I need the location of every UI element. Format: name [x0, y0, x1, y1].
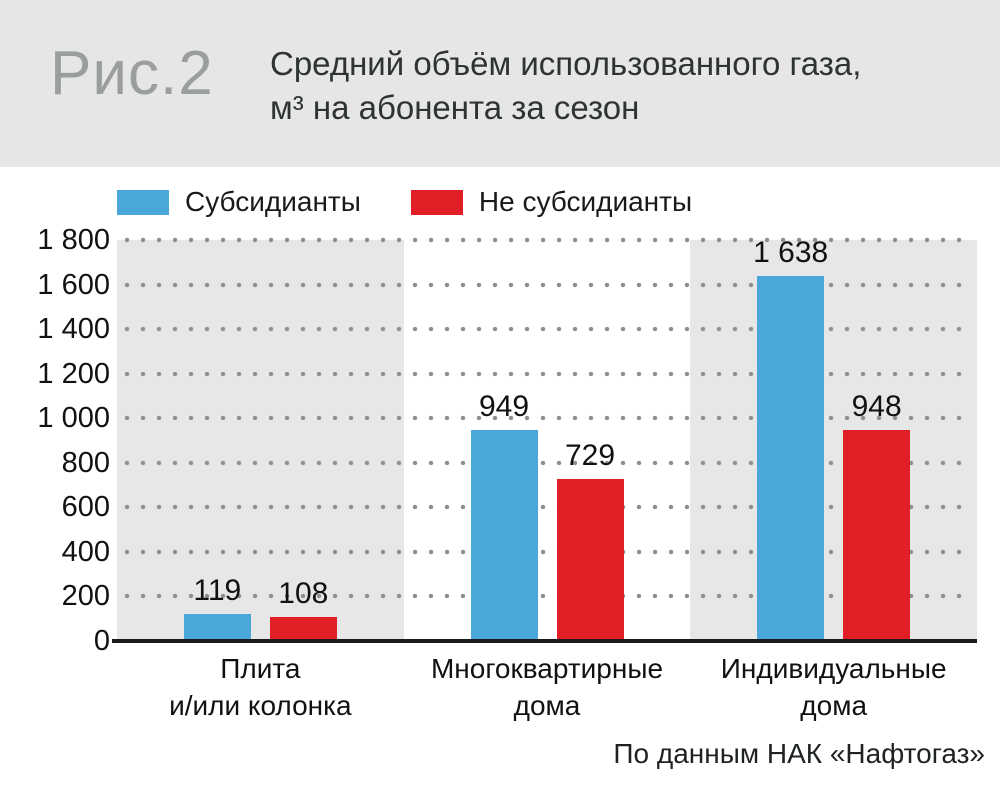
grid-line [117, 548, 970, 555]
y-tick-label: 1 000 [37, 402, 110, 435]
bar-ne-subsidianty-cat1 [556, 478, 624, 641]
category-label-line: дома [513, 690, 581, 721]
legend-label-subsidianty: Субсидианты [185, 186, 361, 217]
grid-line [117, 281, 970, 288]
category-label: Многоквартирные дома [431, 650, 663, 724]
y-tick-label: 600 [61, 491, 110, 524]
grid-line [117, 370, 970, 377]
y-tick-label: 1 800 [37, 224, 110, 256]
grid-line [117, 504, 970, 511]
plot-band [117, 240, 404, 641]
figure-header: Рис.2 Средний объём использованного газа… [0, 0, 1000, 167]
bar-subsidianty-cat2 [757, 276, 825, 641]
bar-ne-subsidianty-cat2 [843, 429, 911, 641]
category-label-line: и/или колонка [169, 690, 352, 721]
chart-title-line2: м³ на абонента за сезон [270, 89, 640, 126]
chart-title-line1: Средний объём использованного газа, [270, 45, 862, 82]
category-label: Плита и/или колонка [169, 650, 351, 724]
grid-line [117, 593, 970, 600]
y-tick-label: 0 [93, 625, 110, 657]
category-label: Индивидуальные дома [721, 650, 947, 724]
plot-band [690, 240, 977, 641]
grid-line [117, 237, 970, 243]
grid-line [117, 459, 970, 466]
grid-line [117, 415, 970, 422]
y-tick-label: 1 400 [37, 313, 110, 346]
category-label-line: дома [800, 690, 868, 721]
plot-band [403, 240, 691, 641]
x-axis-line [112, 639, 977, 643]
legend-label-ne-subsidianty: Не субсидианты [478, 186, 693, 217]
y-tick-label: 1 200 [37, 357, 110, 390]
y-tick-label: 800 [61, 446, 110, 479]
bar-value-label: 949 [478, 389, 530, 423]
y-tick-label: 200 [61, 580, 110, 613]
bar-value-label: 948 [851, 389, 902, 423]
category-label-line: Плита [220, 653, 301, 684]
legend: Субсидианты Не субсидианты [117, 186, 726, 218]
y-tick-label: 400 [61, 535, 110, 568]
chart-title: Средний объём использованного газа, м³ н… [270, 42, 861, 130]
bar-value-label: 108 [278, 576, 329, 610]
bar-value-label: 729 [564, 438, 616, 472]
legend-swatch-ne-subsidianty [410, 189, 463, 215]
category-label-line: Многоквартирные [430, 653, 664, 684]
figure-number: Рис.2 [50, 39, 214, 108]
category-label-line: Индивидуальные [720, 653, 947, 684]
bar-subsidianty-cat1 [470, 429, 538, 641]
bar-subsidianty-cat0 [183, 614, 251, 641]
bar-value-label: 119 [193, 574, 242, 608]
grid-line [117, 326, 970, 333]
data-source-note: По данным НАК «Нафтогаз» [613, 738, 985, 769]
y-tick-label: 1 600 [37, 268, 110, 301]
legend-swatch-subsidianty [117, 189, 169, 215]
bar-value-label: 1 638 [753, 236, 829, 270]
bar-ne-subsidianty-cat0 [269, 616, 337, 641]
